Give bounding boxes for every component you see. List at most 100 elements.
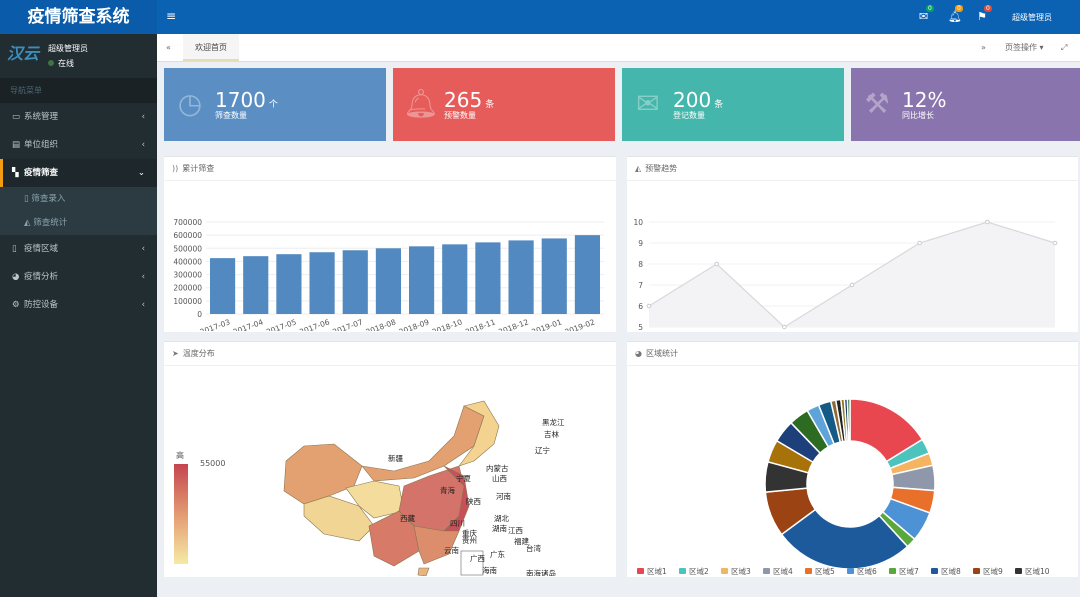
sidebar-item-org[interactable]: ▤ 单位组织 ‹ bbox=[0, 131, 157, 159]
legend-label: 区域2 bbox=[689, 566, 709, 576]
region-northeast[interactable] bbox=[458, 400, 500, 467]
x-tick-label: 2018-08 bbox=[365, 317, 398, 331]
y-tick-label: 300000 bbox=[173, 271, 202, 280]
app-title: 疫情筛查系统 bbox=[0, 0, 157, 34]
tab-ops-dropdown[interactable]: 页签操作 ▾ bbox=[1005, 43, 1044, 52]
region-xizang[interactable] bbox=[303, 495, 375, 542]
region-label: 广西 bbox=[470, 553, 485, 563]
desktop-icon: ▭ bbox=[12, 112, 21, 122]
sidebar-item-system[interactable]: ▭ 系统管理 ‹ bbox=[0, 103, 157, 131]
region-label: 辽宁 bbox=[535, 445, 550, 455]
donut-slice bbox=[780, 508, 909, 570]
bar bbox=[442, 244, 468, 314]
line-panel: ◭预警趋势 5678910星期一星期二星期三星期四星期五星期六星期日 bbox=[627, 156, 1078, 341]
scroll-right-icon[interactable]: » bbox=[981, 43, 986, 52]
region-label: 湖北 bbox=[494, 514, 509, 523]
legend-swatch bbox=[805, 568, 812, 574]
bar bbox=[574, 235, 600, 314]
bell-icon[interactable]: 🔔︎ 0 bbox=[948, 5, 963, 23]
x-tick-label: 2017-03 bbox=[199, 317, 232, 331]
scroll-left-icon[interactable]: « bbox=[166, 43, 171, 52]
stat-unit: 条 bbox=[714, 100, 724, 110]
legend-swatch bbox=[1015, 568, 1022, 574]
stat-value: 265 bbox=[444, 88, 483, 112]
sidebar-item-devices[interactable]: ⚙ 防控设备 ‹ bbox=[0, 291, 157, 319]
donut-slice bbox=[846, 398, 851, 442]
region-label: 内蒙古 bbox=[486, 463, 509, 473]
sidebar-subitem-stats[interactable]: ◭ 筛查统计 bbox=[0, 211, 157, 235]
data-point bbox=[1052, 240, 1058, 246]
chevron-down-icon: ⌄ bbox=[137, 168, 145, 178]
mail-badge: 0 bbox=[926, 5, 934, 12]
stat-card-screening: ◷ 1700 个 筛查数量 bbox=[164, 68, 386, 141]
data-point bbox=[849, 282, 855, 288]
chevron-left-icon: ‹ bbox=[141, 140, 145, 150]
region-label: 湖南 bbox=[492, 523, 507, 533]
submenu: ▯ 筛查录入 ◭ 筛查统计 bbox=[0, 187, 157, 235]
bar bbox=[475, 242, 501, 314]
y-tick-label: 6 bbox=[638, 302, 643, 311]
region-neimenggu[interactable] bbox=[361, 405, 485, 482]
y-tick-label: 400000 bbox=[173, 257, 202, 266]
legend-swatch bbox=[763, 568, 770, 574]
sidebar-subitem-entry[interactable]: ▯ 筛查录入 bbox=[0, 187, 157, 211]
legend-swatch bbox=[637, 568, 644, 574]
donut-chart: 区域1区域2区域3区域4区域5区域6区域7区域8区域9区域10区域11区域12区… bbox=[637, 398, 1062, 589]
bar-panel: )) 累计筛查 0 100000 200000 300000 400000 500000 60… bbox=[164, 156, 616, 337]
area-chart-icon: ◭ bbox=[24, 218, 34, 228]
region-label: 山西 bbox=[492, 473, 507, 483]
bell-badge: 0 bbox=[955, 5, 963, 12]
sidebar-item-analysis[interactable]: ◕ 疫情分析 ‹ bbox=[0, 263, 157, 291]
stat-card-register: ✉ 200 条 登记数量 bbox=[622, 68, 844, 141]
user-panel: 汉云 超级管理员 在线 bbox=[0, 34, 157, 78]
bar bbox=[541, 238, 567, 314]
data-point bbox=[714, 261, 719, 267]
x-tick-label: 2019-01 bbox=[530, 317, 563, 331]
tab-welcome[interactable]: 欢迎首页 bbox=[183, 34, 239, 61]
stat-value: 200 bbox=[673, 88, 712, 112]
panel-title: 累计筛查 bbox=[182, 164, 215, 173]
pie-icon: ◕ bbox=[12, 272, 20, 282]
sidebar-item-region[interactable]: ▯ 疫情区域 ‹ bbox=[0, 235, 157, 263]
user-menu[interactable]: 超级管理员 bbox=[1012, 13, 1052, 22]
x-tick-label: 2018-09 bbox=[398, 317, 431, 331]
label: 筛查录入 bbox=[31, 194, 66, 204]
envelope-icon[interactable]: ✉ 0 bbox=[919, 5, 934, 23]
region-south[interactable] bbox=[413, 525, 460, 565]
region-label: 广东 bbox=[490, 549, 505, 559]
legend-label: 区域10 bbox=[1025, 566, 1050, 576]
nav-header: 导航菜单 bbox=[0, 78, 157, 103]
stat-card-growth: ⚒ 12% 同比增长 bbox=[851, 68, 1080, 141]
chevron-left-icon: ‹ bbox=[141, 244, 145, 254]
envelope-icon: ✉ bbox=[636, 87, 660, 120]
flag-icon[interactable]: ⚑ 0 bbox=[977, 5, 992, 23]
visual-map-bar[interactable] bbox=[174, 464, 188, 564]
pie-icon: ◕ bbox=[635, 349, 642, 358]
binoculars-icon: ▚ bbox=[12, 168, 19, 178]
user-status: 在线 bbox=[48, 58, 74, 69]
data-point bbox=[917, 240, 922, 246]
hamburger-icon[interactable]: ≡ bbox=[166, 9, 177, 23]
rss-icon: )) bbox=[172, 164, 179, 173]
sidebar-item-screening[interactable]: ▚ 疫情筛查 ⌄ bbox=[0, 159, 157, 187]
x-tick-label: 2017-07 bbox=[331, 317, 364, 331]
region-hainan[interactable] bbox=[417, 567, 430, 577]
fullscreen-icon[interactable]: ⤢ bbox=[1061, 43, 1068, 52]
label: 疫情区域 bbox=[24, 244, 59, 254]
region-xinjiang[interactable] bbox=[283, 443, 363, 505]
area-fill bbox=[649, 222, 1055, 327]
sidebar: 汉云 超级管理员 在线 导航菜单 ▭ 系统管理 ‹ ▤ 单位组织 ‹ ▚ 疫情筛查 ⌄ ▯ … bbox=[0, 34, 157, 597]
legend-swatch bbox=[847, 568, 854, 574]
region-label: 江西 bbox=[508, 526, 523, 535]
paper-plane-icon: ➤ bbox=[172, 349, 179, 358]
bar-chart: 0 100000 200000 300000 400000 500000 600000 700… bbox=[173, 218, 604, 337]
stat-label: 登记数量 bbox=[673, 111, 705, 120]
pie-panel: ◕区域统计 区域1区域2区域3区域4区域5区域6区域7区域8区域9区域10区域1… bbox=[627, 341, 1078, 589]
region-label: 新疆 bbox=[388, 453, 403, 463]
chevron-left-icon: ‹ bbox=[141, 272, 145, 282]
panel-title: 区域统计 bbox=[645, 349, 678, 358]
stat-value: 12% bbox=[902, 88, 947, 112]
bell-icon: 🔔︎ bbox=[403, 87, 439, 120]
line-chart: 5678910星期一星期二星期三星期四星期五星期六星期日 bbox=[633, 218, 1066, 341]
region-label: 吉林 bbox=[544, 429, 559, 439]
